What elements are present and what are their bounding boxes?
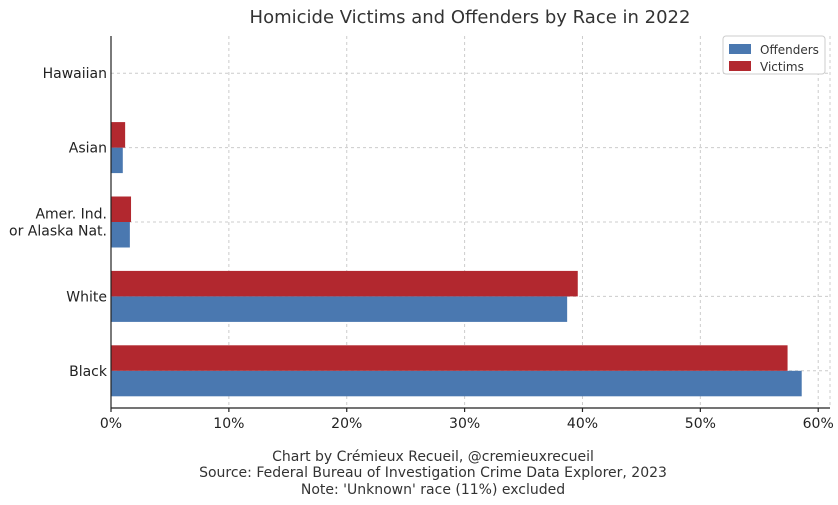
x-tick-label: 60% bbox=[803, 416, 834, 432]
y-tick-label: Black bbox=[69, 364, 108, 380]
bar-offenders bbox=[111, 296, 568, 322]
legend: Offenders Victims bbox=[722, 35, 826, 75]
chart-title: Homicide Victims and Offenders by Race i… bbox=[250, 7, 691, 28]
footer-source: Source: Federal Bureau of Investigation … bbox=[199, 465, 667, 481]
x-tick-label: 40% bbox=[567, 416, 598, 432]
y-tick-label: Hawaiian bbox=[43, 66, 107, 82]
y-tick-label: White bbox=[66, 289, 107, 305]
bar-victims bbox=[111, 122, 126, 148]
y-tick-label: Asian bbox=[69, 141, 107, 157]
bars bbox=[111, 122, 802, 397]
y-tick-label: Amer. Ind. or Alaska Nat. bbox=[9, 207, 107, 240]
footer-note: Note: 'Unknown' race (11%) excluded bbox=[301, 482, 565, 498]
y-tick-labels: Black White Amer. Ind. or Alaska Nat. Asian H… bbox=[9, 66, 108, 380]
bar-offenders bbox=[111, 222, 130, 248]
x-tick-labels: 0% 10% 20% 30% 40% 50% 60% bbox=[100, 416, 834, 432]
x-tick-label: 20% bbox=[331, 416, 362, 432]
x-tick-label: 0% bbox=[100, 416, 122, 432]
bar-offenders bbox=[111, 147, 123, 174]
bar-victims bbox=[111, 196, 132, 222]
x-tick-label: 50% bbox=[685, 416, 716, 432]
legend-label-offenders: Offenders bbox=[760, 43, 819, 57]
legend-swatch-victims bbox=[729, 61, 751, 71]
axes bbox=[110, 36, 830, 412]
legend-swatch-offenders bbox=[729, 44, 751, 54]
bar-offenders bbox=[111, 370, 802, 397]
bar-victims bbox=[111, 270, 578, 297]
grid bbox=[111, 36, 831, 408]
footer-credit: Chart by Crémieux Recueil, @cremieuxrecu… bbox=[272, 449, 594, 465]
x-tick-label: 10% bbox=[213, 416, 244, 432]
legend-label-victims: Victims bbox=[760, 60, 804, 74]
x-tick-label: 30% bbox=[449, 416, 480, 432]
bar-victims bbox=[111, 345, 788, 371]
